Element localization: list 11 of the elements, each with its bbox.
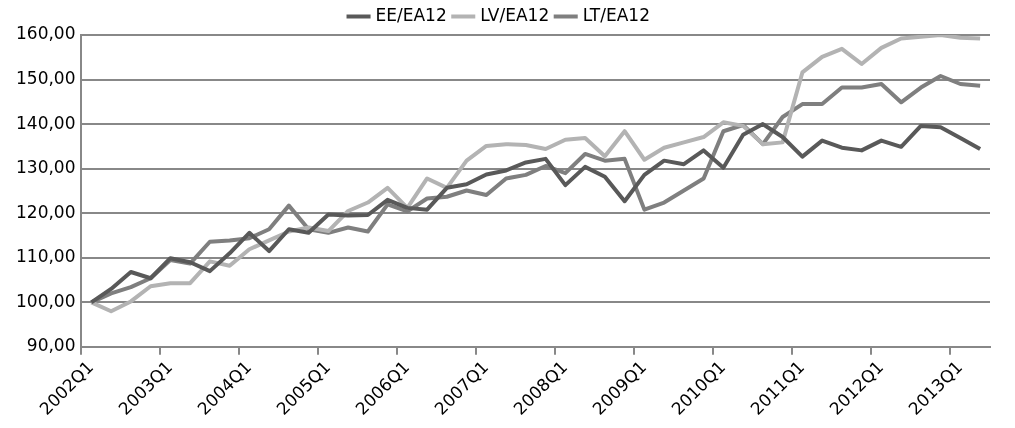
y-tick-label: 120,00 — [16, 201, 76, 222]
legend-label: LV/EA12 — [480, 4, 550, 25]
y-tick-label: 110,00 — [16, 246, 76, 267]
y-tick-label: 150,00 — [16, 67, 76, 88]
y-tick-label: 90,00 — [26, 335, 76, 356]
legend-label: LT/EA12 — [582, 4, 650, 25]
y-tick-label: 130,00 — [16, 157, 76, 178]
y-tick-label: 140,00 — [16, 112, 76, 133]
y-tick-label: 160,00 — [16, 23, 76, 44]
legend-label: EE/EA12 — [375, 4, 447, 25]
y-tick-label: 100,00 — [16, 290, 76, 311]
